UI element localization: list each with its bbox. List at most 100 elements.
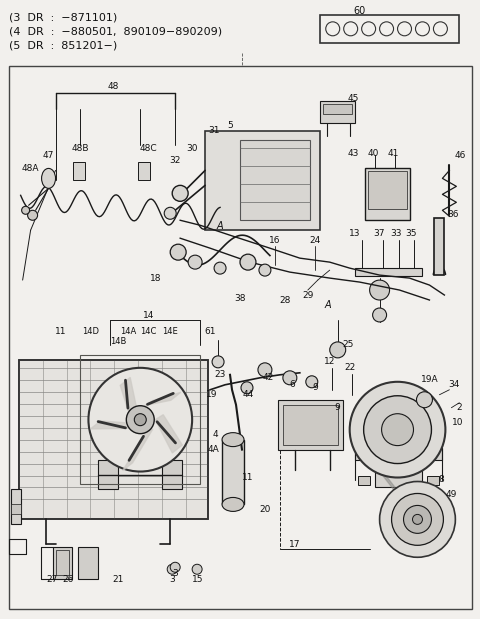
Bar bbox=[78, 547, 98, 579]
Text: 16: 16 bbox=[269, 236, 281, 245]
Bar bbox=[428, 475, 439, 485]
Text: 14D: 14D bbox=[82, 327, 99, 337]
Bar bbox=[162, 459, 182, 490]
Bar bbox=[320, 15, 459, 43]
Ellipse shape bbox=[222, 498, 244, 511]
Bar bbox=[56, 550, 70, 575]
Circle shape bbox=[404, 506, 432, 534]
Polygon shape bbox=[145, 392, 181, 405]
Text: 45: 45 bbox=[348, 94, 360, 103]
Text: 38: 38 bbox=[234, 293, 246, 303]
Text: A: A bbox=[217, 221, 223, 232]
Bar bbox=[9, 66, 472, 609]
Circle shape bbox=[364, 396, 432, 464]
Text: 21: 21 bbox=[113, 574, 124, 584]
Circle shape bbox=[214, 262, 226, 274]
Circle shape bbox=[372, 308, 386, 322]
Bar bbox=[283, 405, 338, 444]
Bar bbox=[73, 162, 85, 180]
Bar bbox=[355, 268, 422, 276]
Text: 47: 47 bbox=[43, 151, 54, 160]
Circle shape bbox=[380, 22, 394, 36]
Text: 41: 41 bbox=[388, 149, 399, 158]
Text: 3: 3 bbox=[172, 569, 178, 578]
Text: 4: 4 bbox=[212, 430, 218, 439]
Text: 31: 31 bbox=[208, 126, 219, 135]
Circle shape bbox=[382, 413, 413, 446]
Circle shape bbox=[188, 255, 202, 269]
Text: 10: 10 bbox=[452, 418, 463, 427]
Text: 32: 32 bbox=[169, 156, 181, 165]
Bar bbox=[358, 475, 370, 485]
Circle shape bbox=[412, 514, 422, 524]
Text: 29: 29 bbox=[302, 290, 313, 300]
Circle shape bbox=[22, 206, 30, 214]
Text: 36: 36 bbox=[447, 210, 459, 219]
Text: 27: 27 bbox=[47, 574, 58, 584]
FancyArrowPatch shape bbox=[125, 380, 128, 408]
Bar bbox=[368, 171, 407, 209]
Circle shape bbox=[192, 565, 202, 574]
Circle shape bbox=[326, 22, 340, 36]
Text: 6: 6 bbox=[289, 380, 295, 389]
Text: 48: 48 bbox=[108, 82, 119, 91]
Ellipse shape bbox=[222, 433, 244, 446]
Bar bbox=[278, 400, 343, 449]
Text: 14C: 14C bbox=[140, 327, 156, 337]
Text: 13: 13 bbox=[349, 229, 360, 238]
Circle shape bbox=[88, 368, 192, 472]
Polygon shape bbox=[120, 378, 136, 411]
Text: 43: 43 bbox=[348, 149, 360, 158]
Bar bbox=[222, 439, 244, 504]
Bar bbox=[374, 470, 422, 488]
Text: 18: 18 bbox=[149, 274, 161, 283]
Circle shape bbox=[370, 280, 390, 300]
Circle shape bbox=[170, 562, 180, 572]
Text: 25: 25 bbox=[342, 340, 353, 349]
Polygon shape bbox=[155, 415, 182, 453]
Circle shape bbox=[350, 382, 445, 477]
Text: 30: 30 bbox=[186, 144, 198, 153]
Circle shape bbox=[416, 22, 430, 36]
Circle shape bbox=[330, 342, 346, 358]
Circle shape bbox=[283, 371, 297, 385]
Text: 44: 44 bbox=[242, 390, 253, 399]
Text: 24: 24 bbox=[309, 236, 321, 245]
FancyArrowPatch shape bbox=[129, 436, 144, 461]
Text: 37: 37 bbox=[373, 229, 384, 238]
FancyArrowPatch shape bbox=[157, 422, 176, 443]
Text: 23: 23 bbox=[215, 370, 226, 379]
Text: (4  DR  :  −880501,  890109−890209): (4 DR : −880501, 890109−890209) bbox=[9, 27, 222, 37]
Text: 8: 8 bbox=[439, 475, 444, 484]
Bar bbox=[52, 547, 72, 579]
Bar bbox=[98, 459, 119, 490]
Text: 35: 35 bbox=[406, 229, 417, 238]
Circle shape bbox=[344, 22, 358, 36]
Text: 19: 19 bbox=[206, 390, 218, 399]
Text: 42: 42 bbox=[262, 373, 274, 383]
Text: 14B: 14B bbox=[110, 337, 127, 347]
Circle shape bbox=[380, 482, 456, 557]
Text: 14A: 14A bbox=[120, 327, 136, 337]
FancyArrowPatch shape bbox=[98, 422, 125, 428]
Text: 48B: 48B bbox=[72, 144, 89, 153]
Bar bbox=[240, 141, 310, 220]
Text: 4A: 4A bbox=[207, 445, 219, 454]
Bar bbox=[320, 101, 355, 123]
Bar bbox=[81, 355, 200, 485]
Text: 22: 22 bbox=[344, 363, 355, 373]
Text: 5: 5 bbox=[227, 121, 233, 130]
Text: 15: 15 bbox=[192, 574, 204, 584]
Text: (5  DR  :  851201−): (5 DR : 851201−) bbox=[9, 41, 117, 51]
Circle shape bbox=[212, 356, 224, 368]
Bar bbox=[138, 162, 150, 180]
Text: 48C: 48C bbox=[140, 144, 157, 153]
Ellipse shape bbox=[42, 168, 56, 188]
Text: 26: 26 bbox=[63, 574, 74, 584]
Bar bbox=[19, 360, 208, 519]
Circle shape bbox=[28, 210, 37, 220]
Text: 14: 14 bbox=[143, 311, 154, 321]
Text: 48A: 48A bbox=[22, 164, 39, 173]
Circle shape bbox=[134, 413, 146, 426]
Polygon shape bbox=[90, 421, 136, 429]
